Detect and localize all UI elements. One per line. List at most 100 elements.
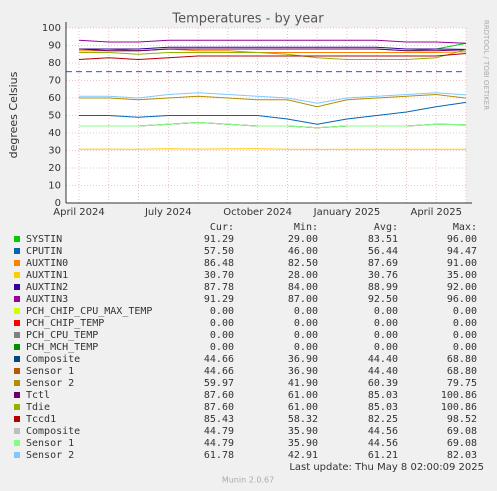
legend-name: PCH_CHIP_TEMP [26,318,104,329]
legend-value: 96.00 [447,294,477,305]
legend-value: 44.40 [368,354,398,365]
legend-value: 44.79 [204,438,234,449]
legend-value: 0.00 [453,318,477,329]
legend-value: 44.66 [204,366,234,377]
last-update: Last update: Thu May 8 02:00:09 2025 [289,462,484,473]
legend-value: 61.78 [204,450,234,461]
legend-value: 82.50 [288,258,318,269]
legend-name: PCH_CHIP_CPU_MAX_TEMP [26,306,152,317]
series-line [79,121,467,129]
legend-name: PCH_MCH_TEMP [26,342,98,353]
legend-name: Sensor 2 [26,450,74,461]
legend-value: 44.56 [368,426,398,437]
y-tick-label: 80 [48,58,61,69]
legend-swatch [14,320,20,326]
legend-header: Avg: [374,222,398,233]
chart-title: Temperatures - by year [171,12,324,27]
legend-value: 98.52 [447,414,477,425]
x-tick-label: October 2024 [223,207,292,218]
legend-value: 0.00 [374,330,398,341]
legend-value: 0.00 [294,342,318,353]
series-line [79,49,467,60]
legend-name: Tctl [26,390,50,401]
x-tick-label: January 2025 [313,207,381,218]
side-text: RRDTOOL / TOBI OETIKER [482,20,490,110]
legend-name: AUXTIN0 [26,258,68,269]
legend-value: 61.00 [288,390,318,401]
legend-value: 44.66 [204,354,234,365]
legend-header: Max: [453,222,477,233]
legend-value: 57.50 [204,246,234,257]
series-line [78,48,467,52]
legend-value: 83.51 [368,234,398,245]
legend-value: 68.80 [447,354,477,365]
legend-value: 0.00 [453,306,477,317]
x-tick-label: July 2024 [144,207,192,218]
legend-value: 91.29 [204,294,234,305]
y-tick-label: 0 [55,198,61,209]
legend-value: 36.90 [288,366,318,377]
x-tick-label: April 2025 [410,207,461,218]
legend-swatch [14,236,20,242]
legend-value: 100.86 [441,390,477,401]
series-line [78,148,466,150]
legend-swatch [14,260,20,266]
legend-name: Tccd1 [26,414,56,425]
legend-value: 58.32 [288,414,318,425]
legend-swatch [14,440,20,446]
legend-swatch [14,428,20,434]
legend-value: 41.90 [288,378,318,389]
legend-swatch [14,272,20,278]
y-tick-label: 20 [48,163,61,174]
legend-value: 87.69 [368,258,398,269]
legend-value: 44.56 [368,438,398,449]
legend-value: 0.00 [294,318,318,329]
legend-value: 44.40 [368,366,398,377]
legend-value: 68.80 [447,366,477,377]
legend-value: 61.21 [368,450,398,461]
legend-value: 30.76 [368,270,398,281]
legend-value: 0.00 [374,306,398,317]
legend-value: 100.86 [441,402,477,413]
legend-value: 44.79 [204,426,234,437]
legend-header: Cur: [210,222,234,233]
legend-header: Min: [294,222,318,233]
legend-name: AUXTIN2 [26,282,68,293]
legend-value: 0.00 [294,330,318,341]
legend-swatch [14,416,20,422]
legend-name: SYSTIN [26,234,62,245]
legend-swatch [14,332,20,338]
x-tick-label: April 2024 [53,207,104,218]
series-line [79,46,467,50]
legend-name: Composite [26,426,80,437]
y-tick-label: 30 [48,146,61,157]
legend-value: 0.00 [453,342,477,353]
legend-value: 85.43 [204,414,234,425]
legend-swatch [14,248,20,254]
legend-value: 29.00 [288,234,318,245]
y-tick-label: 10 [48,181,61,192]
legend-value: 85.03 [368,390,398,401]
legend-value: 60.39 [368,378,398,389]
legend-value: 36.90 [288,354,318,365]
legend-value: 92.50 [368,294,398,305]
legend-name: PCH_CPU_TEMP [26,330,98,341]
legend-value: 79.75 [447,378,477,389]
legend-name: Sensor 1 [26,366,74,377]
legend-name: AUXTIN3 [26,294,68,305]
legend-value: 91.29 [204,234,234,245]
legend-value: 28.00 [288,270,318,281]
legend-name: CPUTIN [26,246,62,257]
legend-value: 0.00 [210,306,234,317]
legend-value: 69.08 [447,438,477,449]
legend-value: 88.99 [368,282,398,293]
legend-value: 30.70 [204,270,234,281]
legend-value: 87.00 [288,294,318,305]
y-tick-label: 60 [48,93,61,104]
legend-swatch [14,344,20,350]
legend-value: 69.08 [447,426,477,437]
legend-value: 0.00 [210,318,234,329]
y-axis-label: degrees Celsius [7,71,20,158]
legend-value: 0.00 [210,330,234,341]
